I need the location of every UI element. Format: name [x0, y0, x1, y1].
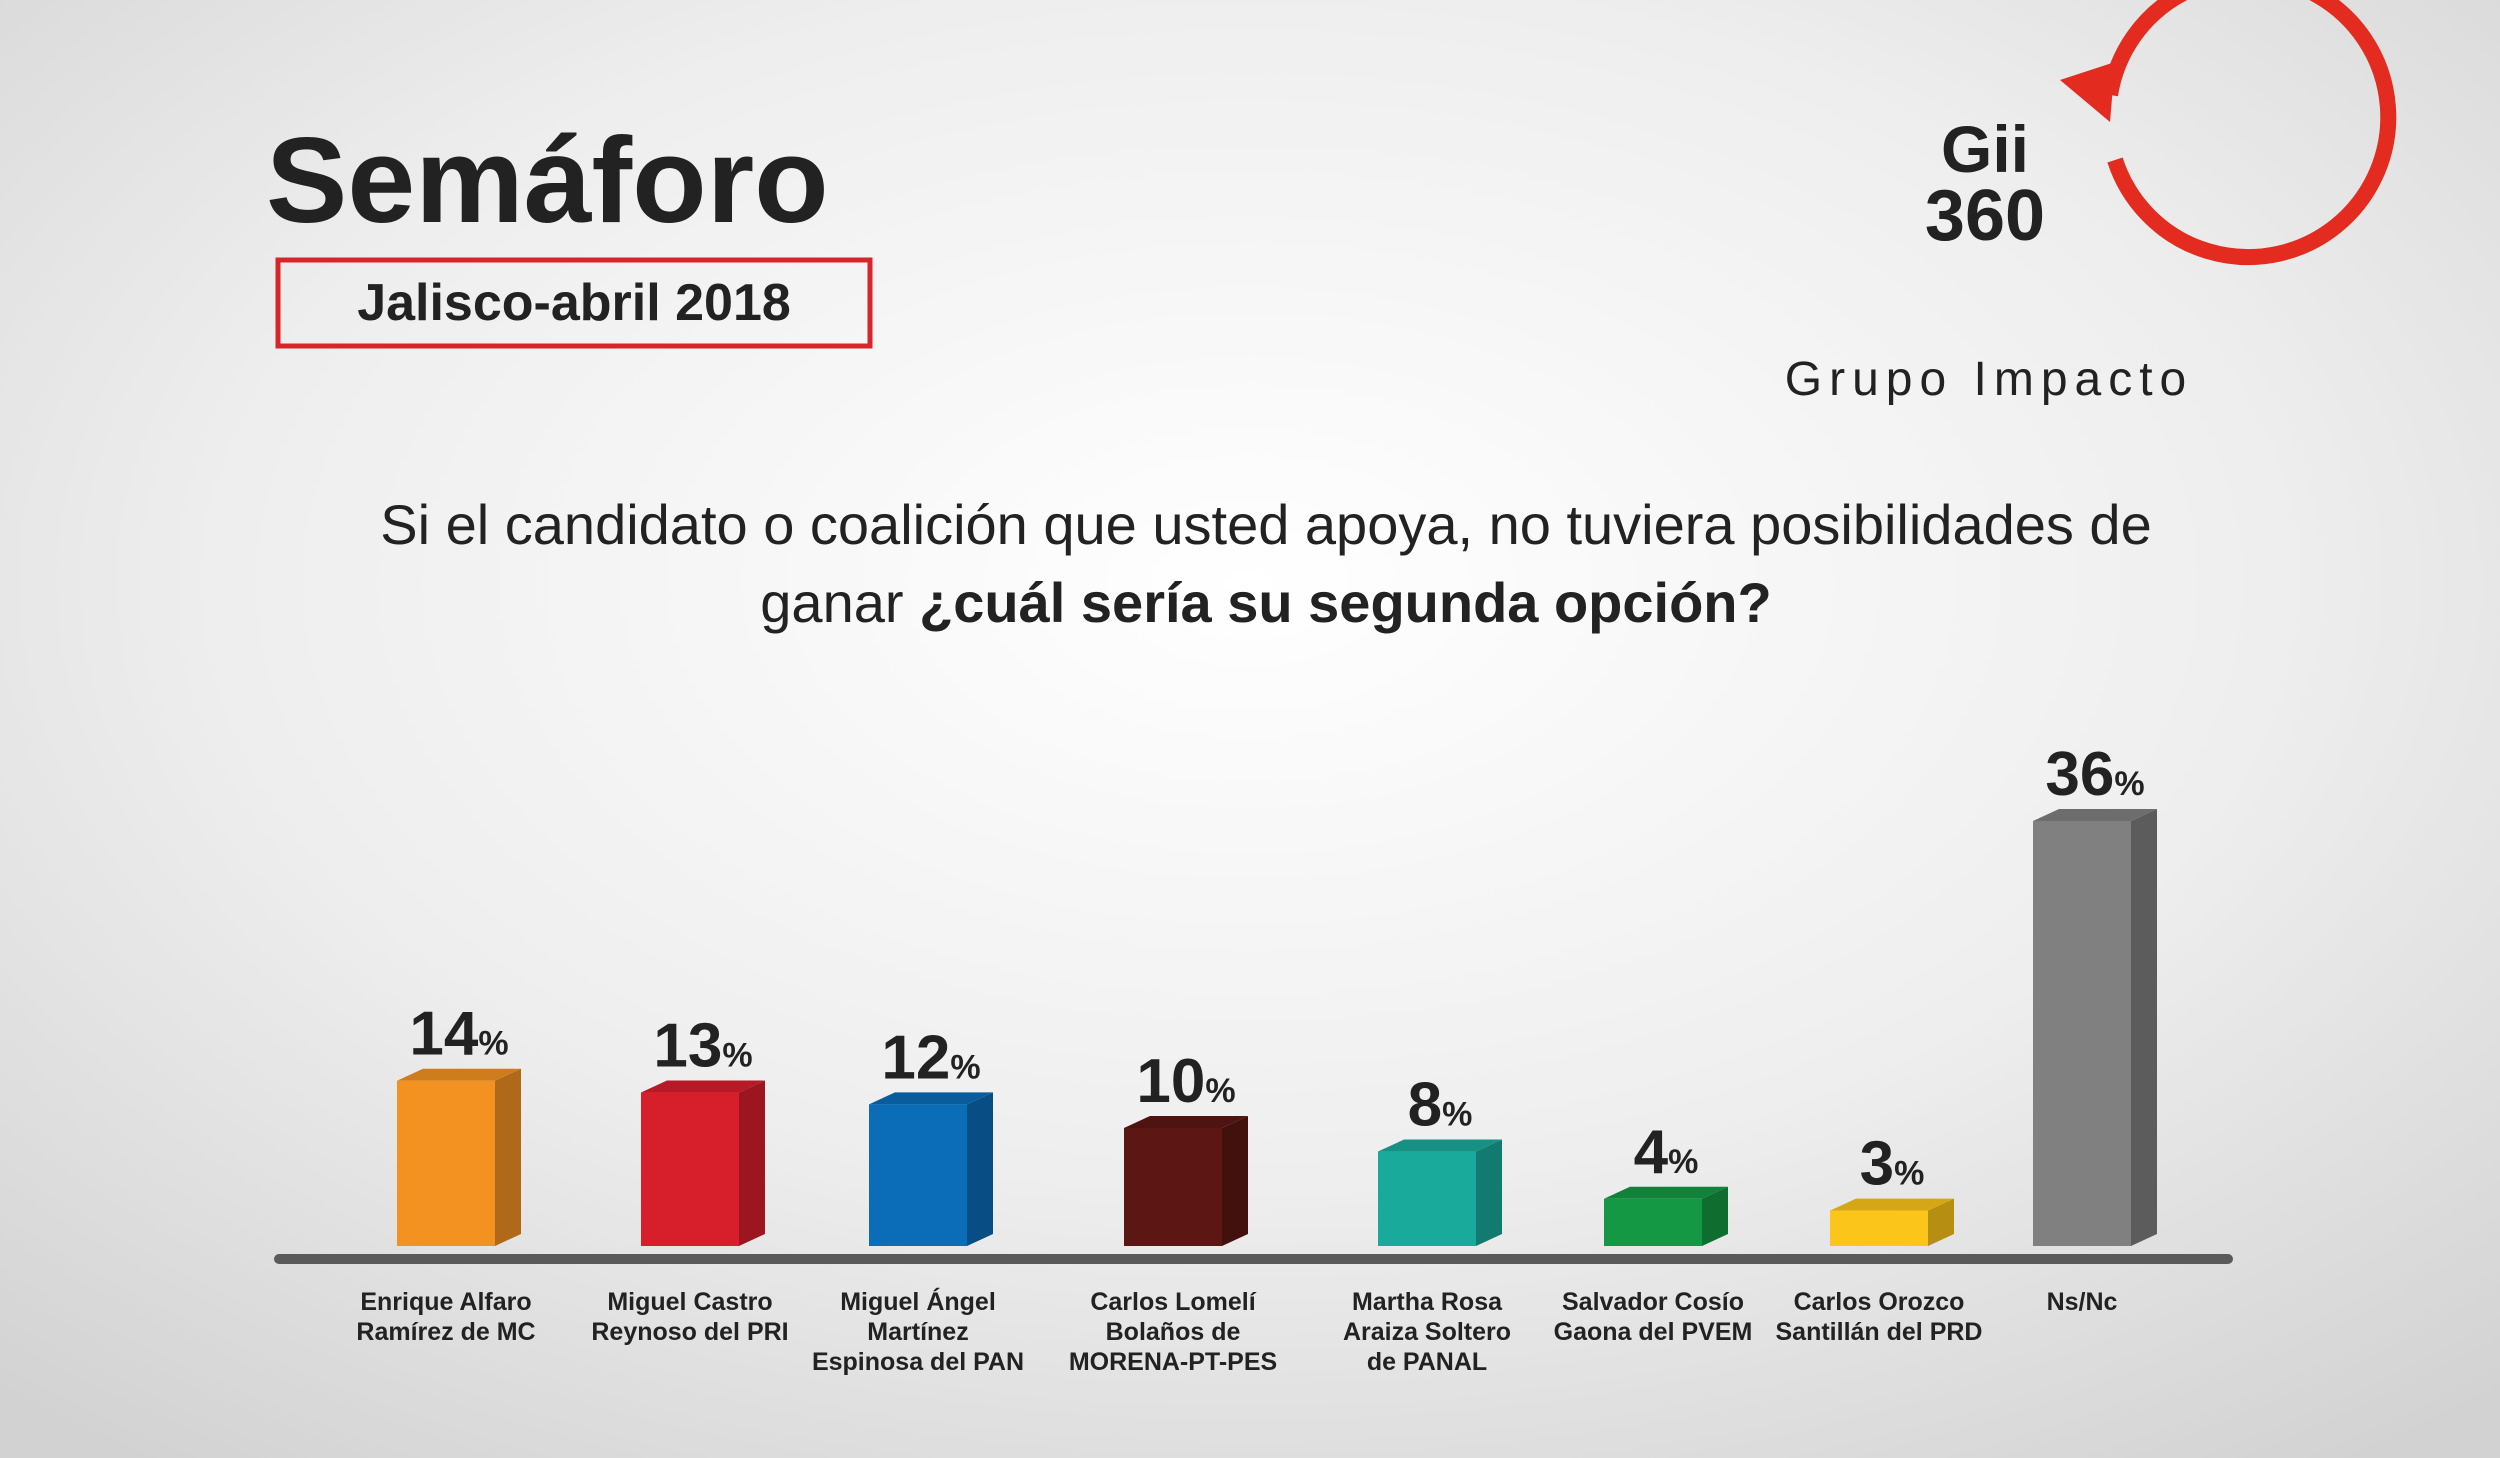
bar-side — [739, 1080, 765, 1246]
question-line1: Si el candidato o coalición que usted ap… — [380, 493, 2151, 556]
bar — [1124, 1127, 1222, 1246]
bar — [397, 1080, 495, 1246]
bar-side — [967, 1092, 993, 1246]
chart-title: Semáforo — [266, 112, 829, 248]
question-plain: ganar — [760, 571, 903, 634]
value-label: 4% — [1634, 1118, 1699, 1187]
bar-top — [1378, 1139, 1502, 1152]
bar — [1378, 1151, 1476, 1246]
x-tick-label: Martha Rosa Araiza Soltero de PANAL — [1343, 1288, 1511, 1376]
bar-top — [1124, 1115, 1248, 1128]
logo-arrow — [2060, 62, 2115, 122]
value-label: 10% — [1136, 1047, 1235, 1116]
bar-top — [1604, 1186, 1728, 1199]
value-label: 14% — [409, 1000, 508, 1069]
bar-side — [2131, 809, 2157, 1246]
x-tick-label: Enrique Alfaro Ramírez de MC — [356, 1288, 535, 1346]
bar-top — [641, 1080, 765, 1093]
bar-side — [1476, 1139, 1502, 1246]
subtitle: Jalisco-abril 2018 — [357, 274, 791, 332]
x-tick-label: Ns/Nc — [2047, 1288, 2118, 1316]
bar-top — [1830, 1198, 1954, 1211]
question-bold: ¿cuál sería su segunda opción? — [919, 571, 1772, 634]
bar-side — [495, 1068, 521, 1246]
brand-name: Grupo Impacto — [1785, 353, 2193, 406]
value-label: 12% — [881, 1023, 980, 1092]
value-label: 8% — [1408, 1071, 1473, 1140]
x-tick-label: Carlos Orozco Santillán del PRD — [1776, 1288, 1983, 1346]
value-label: 36% — [2045, 740, 2144, 809]
logo-top: Gii — [1941, 112, 2029, 186]
logo-ring — [2102, 0, 2397, 266]
x-tick-label: Carlos Lomelí Bolaños de MORENA-PT-PES — [1069, 1288, 1277, 1376]
question-line2: ganar ¿cuál sería su segunda opción? — [760, 571, 1771, 634]
bar-side — [1702, 1186, 1728, 1246]
subtitle-box — [275, 257, 873, 349]
bar-top — [869, 1092, 993, 1105]
bar — [1830, 1210, 1928, 1246]
x-tick-label: Salvador Cosío Gaona del PVEM — [1554, 1288, 1753, 1346]
x-tick-label: Miguel Castro Reynoso del PRI — [591, 1288, 788, 1346]
bar — [1604, 1198, 1702, 1246]
bar-side — [1928, 1198, 1954, 1246]
logo-bottom: 360 — [1925, 176, 2045, 256]
value-label: 13% — [653, 1012, 752, 1081]
bar-top — [2033, 809, 2157, 821]
bar-top — [397, 1068, 521, 1081]
bar — [641, 1092, 739, 1246]
value-label: 3% — [1860, 1130, 1925, 1199]
bar — [2033, 821, 2131, 1246]
bar — [869, 1104, 967, 1246]
bar-side — [1222, 1115, 1248, 1246]
x-tick-label: Miguel Ángel Martínez Espinosa del PAN — [812, 1287, 1024, 1376]
